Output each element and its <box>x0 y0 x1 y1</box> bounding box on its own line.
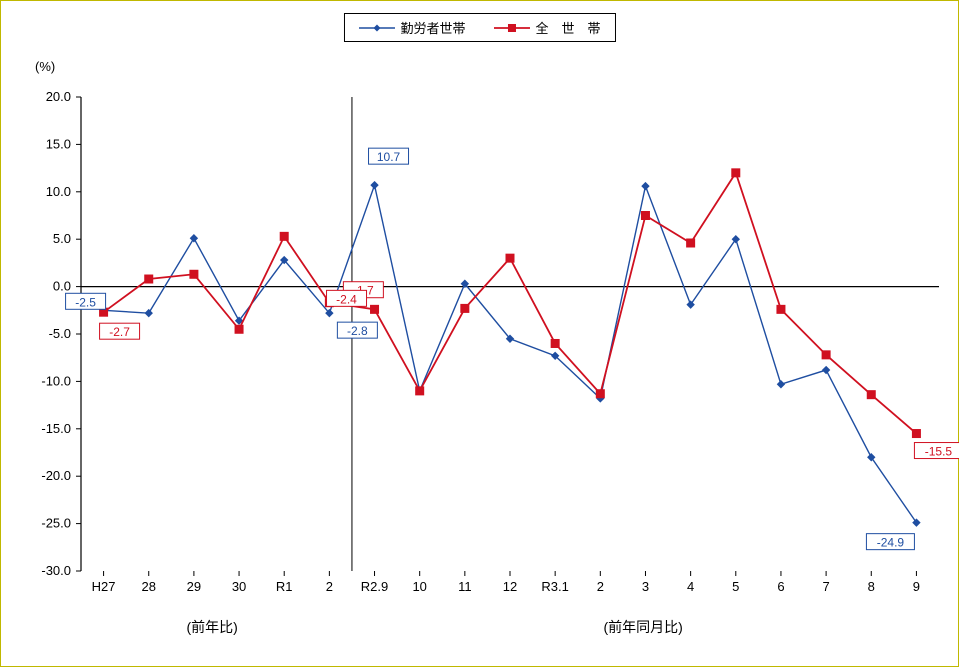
svg-text:8: 8 <box>868 579 875 594</box>
svg-text:15.0: 15.0 <box>46 136 71 151</box>
chart-svg: -30.0 -25.0 -20.0 -15.0 -10.0 -5.0 0.0 5.0 10.0 1… <box>1 1 959 668</box>
svg-text:20.0: 20.0 <box>46 89 71 104</box>
svg-text:28: 28 <box>142 579 156 594</box>
svg-text:11: 11 <box>458 579 472 594</box>
svg-text:R3.1: R3.1 <box>541 579 568 594</box>
svg-text:6: 6 <box>777 579 784 594</box>
svg-text:0.0: 0.0 <box>53 279 71 294</box>
svg-text:-5.0: -5.0 <box>49 326 71 341</box>
svg-text:-2.5: -2.5 <box>75 295 96 309</box>
svg-text:-15.0: -15.0 <box>41 421 71 436</box>
svg-text:29: 29 <box>187 579 201 594</box>
chart-frame: 勤労者世帯 全 世 帯 (%) -30.0-25.0-20.0-15.0-10.… <box>0 0 959 667</box>
svg-text:10.7: 10.7 <box>377 150 401 164</box>
svg-text:-24.9: -24.9 <box>877 536 905 550</box>
svg-text:-2.7: -2.7 <box>109 325 130 339</box>
svg-text:-25.0: -25.0 <box>41 516 71 531</box>
svg-text:R1: R1 <box>276 579 293 594</box>
svg-text:-2.4: -2.4 <box>336 292 357 306</box>
svg-text:H27: H27 <box>92 579 116 594</box>
svg-text:-10.0: -10.0 <box>41 373 71 388</box>
svg-text:4: 4 <box>687 579 694 594</box>
svg-text:5.0: 5.0 <box>53 231 71 246</box>
svg-text:-30.0: -30.0 <box>41 563 71 578</box>
svg-text:2: 2 <box>597 579 604 594</box>
svg-text:5: 5 <box>732 579 739 594</box>
svg-text:-15.5: -15.5 <box>925 445 953 459</box>
svg-text:-2.8: -2.8 <box>347 324 368 338</box>
svg-text:-20.0: -20.0 <box>41 468 71 483</box>
svg-text:R2.9: R2.9 <box>361 579 388 594</box>
svg-text:30: 30 <box>232 579 246 594</box>
svg-text:3: 3 <box>642 579 649 594</box>
svg-text:2: 2 <box>326 579 333 594</box>
svg-text:12: 12 <box>503 579 517 594</box>
sub-label-left: (前年比) <box>186 617 237 637</box>
svg-text:9: 9 <box>913 579 920 594</box>
svg-text:10: 10 <box>412 579 426 594</box>
svg-text:7: 7 <box>822 579 829 594</box>
sub-label-right: (前年同月比) <box>603 617 682 637</box>
chart-canvas: -30.0 -25.0 -20.0 -15.0 -10.0 -5.0 0.0 5.0 10.0 1… <box>1 1 958 666</box>
svg-text:10.0: 10.0 <box>46 184 71 199</box>
